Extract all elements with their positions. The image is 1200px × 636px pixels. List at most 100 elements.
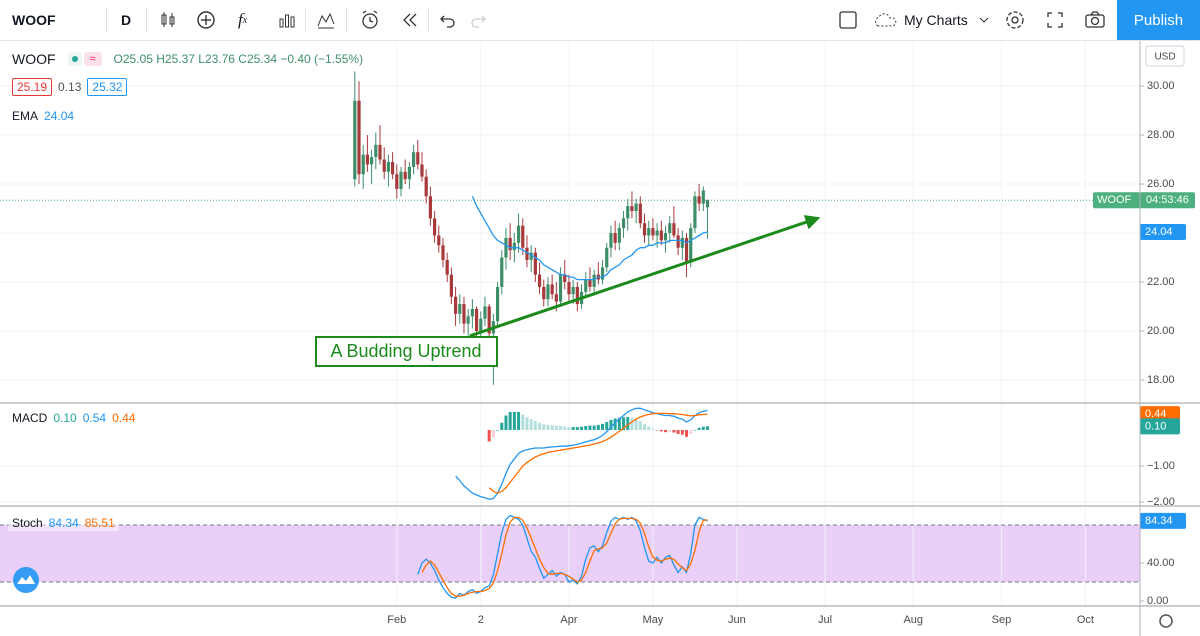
macd-histogram-bar: [525, 417, 529, 430]
candle-body: [621, 218, 626, 229]
symbol-search[interactable]: WOOF: [12, 12, 56, 28]
candle-body: [705, 200, 710, 208]
macd-legend: MACD 0.10 0.54 0.44: [12, 411, 135, 425]
macd-histogram-bar: [697, 427, 701, 430]
candle-body: [697, 196, 701, 204]
macd-histogram-bar: [571, 427, 575, 430]
logo[interactable]: [13, 567, 39, 593]
visibility-dot[interactable]: [67, 52, 82, 66]
macd-histogram-bar: [689, 429, 693, 434]
x-tick-label: Apr: [560, 614, 577, 626]
macd-line: [455, 407, 708, 500]
y-tick-label: 26.00: [1147, 178, 1175, 190]
candle-body: [584, 279, 588, 292]
candle-body: [542, 286, 546, 300]
x-tick-label: Oct: [1077, 614, 1094, 626]
y-tick-label: −2.00: [1147, 496, 1175, 508]
ema-legend: EMA 24.04: [12, 109, 74, 123]
legend-buttons[interactable]: ≈: [67, 52, 102, 66]
layout-name[interactable]: My Charts: [904, 12, 968, 28]
templates-icon[interactable]: [277, 10, 297, 30]
redo-icon[interactable]: [468, 10, 488, 30]
logo-glyph: [17, 575, 35, 584]
macd-histogram-bar: [592, 425, 596, 430]
macd-histogram-bar: [664, 429, 668, 433]
candle-body: [592, 274, 596, 287]
alert-icon[interactable]: [359, 9, 381, 31]
macd-name: MACD: [12, 411, 48, 425]
compare-mark[interactable]: ≈: [83, 52, 102, 66]
candle-body: [374, 144, 378, 158]
compare-icon[interactable]: [196, 10, 216, 30]
macd-histogram-bar: [601, 423, 605, 430]
signal-axis-label: 0.44: [1145, 408, 1166, 420]
macd-histogram-bar: [706, 426, 710, 430]
fullscreen-icon[interactable]: [1045, 10, 1065, 30]
price-legend: WOOF ≈ O25.05 H25.37 L23.76 C25.34 −0.40…: [12, 50, 363, 68]
settings-icon[interactable]: [1159, 614, 1173, 628]
candle-body: [529, 252, 533, 260]
candle-body: [458, 304, 462, 314]
candle-body: [395, 174, 399, 189]
bid[interactable]: 25.19: [12, 78, 53, 96]
macd-histogram-bar: [638, 421, 642, 430]
separator: [106, 8, 107, 32]
candle-body: [390, 162, 395, 175]
macd-histogram-bar: [512, 411, 516, 430]
publish-button[interactable]: Publish: [1117, 0, 1200, 40]
macd-histogram-bar: [521, 414, 525, 430]
candle-body: [500, 257, 504, 287]
annotation-box[interactable]: [315, 336, 498, 367]
candle-body: [634, 203, 638, 211]
chart-type-icon[interactable]: [158, 10, 178, 30]
ema-axis-box: [1140, 224, 1186, 241]
stoch-k-axis-label: 84.34: [1145, 515, 1173, 527]
settings-gear[interactable]: [1004, 9, 1026, 31]
trend-line: [469, 215, 821, 338]
ask[interactable]: 25.32: [87, 78, 128, 96]
cloud-icon[interactable]: [872, 12, 900, 28]
macd-histogram-value: 0.10: [53, 411, 77, 425]
interval[interactable]: D: [121, 12, 132, 28]
candle-body: [441, 245, 445, 260]
snapshot-icon[interactable]: [1084, 10, 1106, 30]
macd-histogram-bar: [554, 425, 558, 430]
candle-body: [365, 154, 370, 165]
candle-body: [428, 196, 432, 219]
macd-histogram-bar: [693, 429, 697, 431]
candle-body: [474, 308, 479, 331]
replay-icon[interactable]: [400, 10, 420, 30]
stoch-d-line: [421, 516, 708, 597]
layout-icon[interactable]: [838, 10, 858, 30]
macd-histogram-bar: [563, 426, 567, 430]
candle-body: [663, 233, 668, 241]
candle-body: [462, 304, 466, 324]
quote-legend: 25.19 0.13 25.32: [12, 78, 128, 96]
candle-body: [567, 282, 571, 295]
macd-histogram-bar: [500, 422, 504, 430]
last-price-symbol: WOOF: [1097, 194, 1131, 206]
macd-histogram-bar: [487, 429, 491, 442]
macd-histogram-bar: [542, 424, 546, 430]
macd-histogram-bar: [550, 425, 554, 430]
currency-box[interactable]: [1145, 45, 1185, 67]
candle-body: [558, 274, 563, 302]
candle-body: [693, 196, 697, 229]
ema-name: EMA: [12, 109, 39, 123]
candle-body: [588, 279, 592, 287]
currency: USD: [1154, 52, 1175, 63]
compare-symbols-icon[interactable]: [316, 10, 336, 30]
y-tick-label: 40.00: [1147, 557, 1175, 569]
x-tick-label: Aug: [903, 614, 923, 626]
undo-icon[interactable]: [438, 10, 458, 30]
macd-histogram-bar: [668, 429, 672, 432]
signal-line: [488, 412, 708, 494]
macd-histogram-bar: [630, 417, 634, 430]
annotation-text[interactable]: A Budding Uptrend: [330, 341, 481, 361]
macd-histogram-bar: [651, 428, 655, 430]
dropdown-icon[interactable]: [978, 15, 990, 25]
